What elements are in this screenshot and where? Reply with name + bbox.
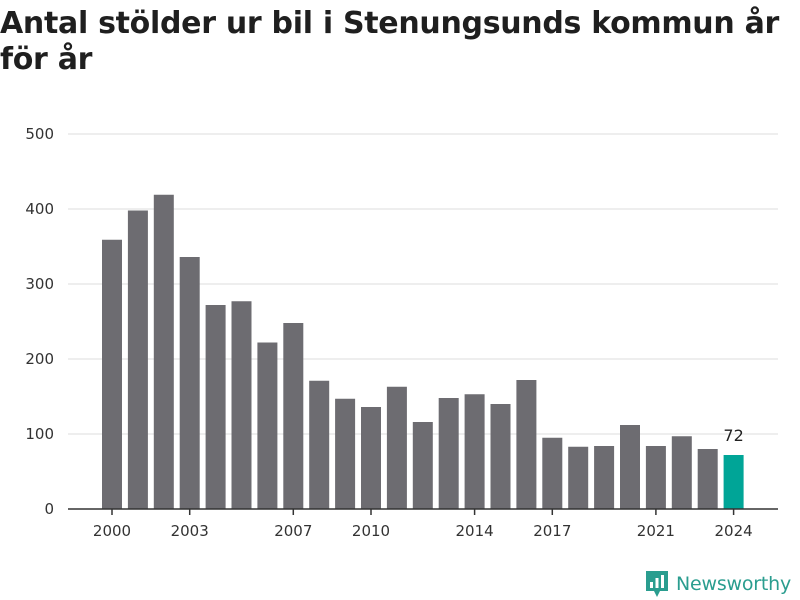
bar-2000 [102, 239, 122, 509]
chart-title: Antal stölder ur bil i Stenungsunds komm… [0, 6, 780, 77]
bar-2021 [645, 446, 666, 509]
x-tick-label: 2007 [274, 522, 312, 540]
newsworthy-logo: Newsworthy [644, 569, 791, 599]
x-tick-label: 2014 [456, 522, 494, 540]
bar-2006 [257, 342, 278, 509]
bar-2020 [620, 425, 640, 509]
bar-2010 [361, 407, 381, 509]
bar-2024 [723, 455, 744, 509]
bar-2014 [464, 394, 485, 509]
bar-chart: 0 100 200 300 400 500 2000 2003 2007 2010 2014 201… [25, 125, 778, 540]
y-tick-label: 0 [44, 500, 54, 518]
y-tick-label: 400 [25, 200, 54, 218]
x-axis-ticks: 2000 2003 2007 2010 2014 2017 2021 2024 [93, 509, 753, 540]
bar-2008 [309, 380, 330, 509]
y-tick-label: 100 [25, 425, 54, 443]
x-tick-label: 2017 [533, 522, 571, 540]
bar-2005 [231, 301, 252, 509]
bar-2002 [153, 194, 174, 509]
bar-2019 [594, 446, 615, 509]
bar-2018 [568, 446, 589, 509]
bar-2023 [697, 449, 718, 509]
bars [102, 194, 744, 509]
bar-chart-icon [646, 571, 668, 597]
bar-2001 [127, 210, 148, 509]
y-tick-label: 200 [25, 350, 54, 368]
data-label: 72 [723, 426, 743, 445]
bar-2022 [671, 436, 692, 509]
x-tick-label: 2003 [171, 522, 209, 540]
bar-2016 [516, 380, 537, 509]
bar-2013 [438, 398, 459, 509]
x-tick-label: 2010 [352, 522, 390, 540]
bar-2009 [335, 398, 356, 509]
brand-name: Newsworthy [676, 573, 792, 595]
y-tick-label: 300 [25, 275, 54, 293]
bar-2003 [179, 257, 200, 509]
x-tick-label: 2021 [637, 522, 675, 540]
y-tick-label: 500 [25, 125, 54, 143]
bar-2004 [205, 305, 226, 509]
bar-2015 [490, 404, 511, 509]
x-tick-label: 2000 [93, 522, 131, 540]
y-axis-tick-labels: 0 100 200 300 400 500 [25, 125, 54, 518]
bar-2017 [542, 437, 563, 509]
gridlines [68, 133, 778, 435]
bar-2007 [283, 323, 304, 509]
bar-2012 [412, 422, 433, 509]
x-tick-label: 2024 [715, 522, 753, 540]
data-labels: 72 [723, 426, 743, 445]
bar-2011 [386, 386, 407, 509]
